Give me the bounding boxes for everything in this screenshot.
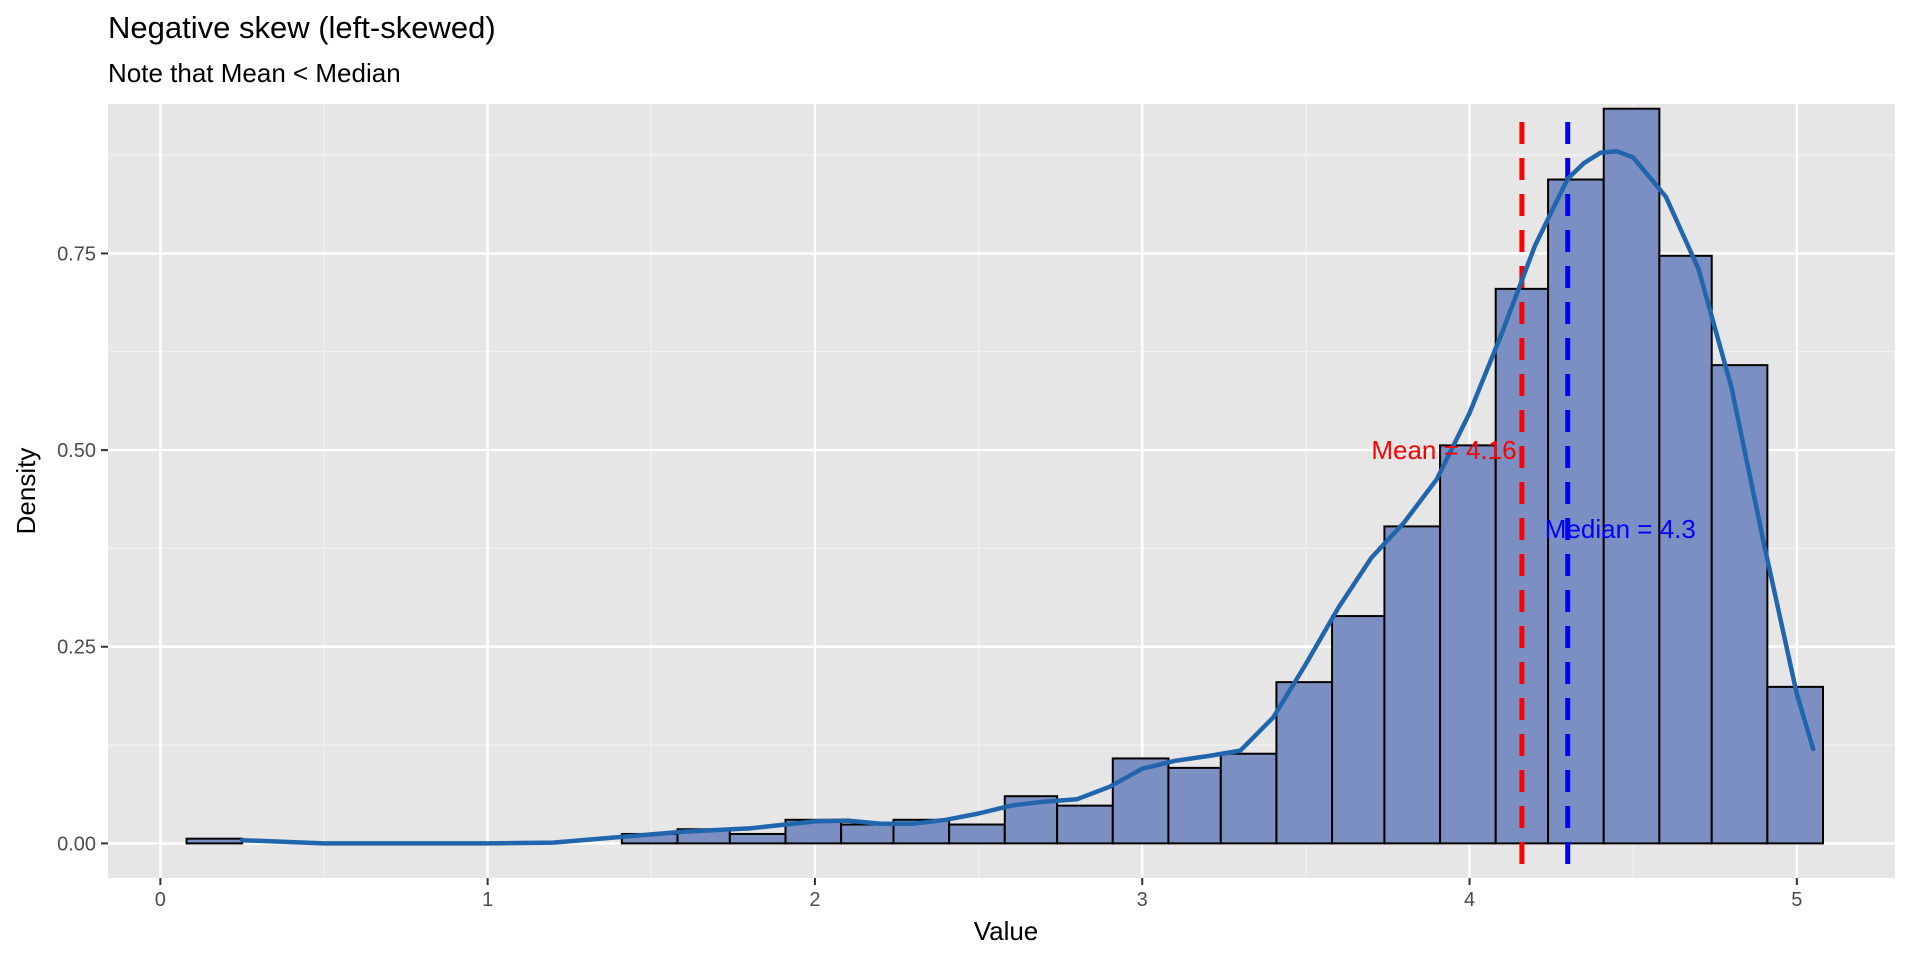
histogram-bar: [948, 823, 1006, 845]
histogram-bar: [1439, 444, 1497, 845]
density-curve: [239, 148, 1816, 846]
histogram-bar: [1331, 615, 1386, 845]
y-axis-title: Density: [11, 448, 41, 535]
x-tick-label: 5: [1791, 889, 1802, 911]
histogram-bar: [1710, 364, 1769, 845]
histogram-bar: [1383, 525, 1442, 845]
histogram-bar: [840, 823, 895, 845]
histogram-bar: [185, 837, 244, 845]
x-tick-label: 0: [155, 889, 166, 911]
x-tick-label: 1: [482, 889, 493, 911]
x-tick-label: 3: [1137, 889, 1148, 911]
histogram-bar: [1658, 254, 1713, 845]
y-tick-label: 0.75: [57, 243, 96, 265]
chart-subtitle: Note that Mean < Median: [108, 58, 401, 88]
mean-label: Mean = 4.16: [1371, 435, 1516, 465]
x-axis-title: Value: [974, 916, 1039, 946]
histogram-bar: [1547, 178, 1605, 845]
median-label: Median = 4.3: [1545, 514, 1696, 544]
chart-title: Negative skew (left-skewed): [108, 10, 496, 45]
x-axis: 0 1 2 3 4 5: [155, 878, 1802, 911]
y-tick-label: 0.50: [57, 440, 96, 462]
y-axis: 0.00 0.25 0.50 0.75: [57, 243, 108, 855]
density-line: [239, 148, 1816, 846]
y-tick-label: 0.25: [57, 637, 96, 659]
histogram-bar: [1167, 766, 1222, 845]
x-tick-label: 2: [809, 889, 820, 911]
histogram-bar: [1056, 804, 1114, 845]
y-tick-label: 0.00: [57, 833, 96, 855]
reference-annotations: Mean = 4.16 Median = 4.3: [1371, 435, 1696, 544]
histogram-bar: [728, 832, 787, 845]
histogram-bar: [1219, 752, 1278, 845]
reference-lines: [1519, 122, 1571, 878]
histogram-bar: [1275, 681, 1334, 845]
histogram-bar: [1111, 757, 1170, 845]
histogram-bars: [185, 107, 1824, 845]
x-tick-label: 4: [1464, 889, 1475, 911]
histogram-bar: [1766, 685, 1824, 845]
histogram-bar: [1602, 107, 1661, 845]
